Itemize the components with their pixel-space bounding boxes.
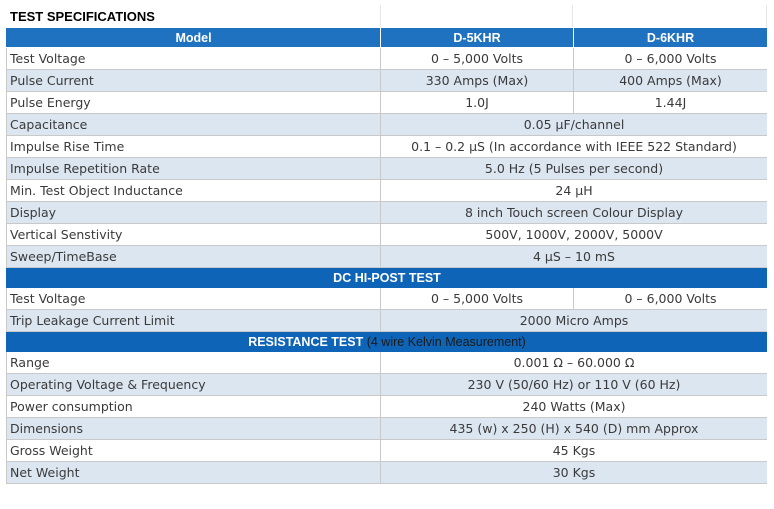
spec-label: Vertical Senstivity: [6, 223, 381, 246]
gridline: [380, 5, 381, 27]
title-row-gridlines: [0, 5, 774, 27]
table-row: Sweep/TimeBase 4 μS – 10 mS: [6, 245, 768, 268]
table-row: Net Weight 30 Kgs: [6, 461, 768, 484]
spec-label: Test Voltage: [6, 287, 381, 310]
spec-label: Pulse Current: [6, 69, 381, 92]
section-title: DC HI-POST TEST: [6, 267, 768, 288]
spec-value-d5khr: 0 – 5,000 Volts: [380, 287, 574, 310]
spec-value: 4 μS – 10 mS: [380, 245, 768, 268]
table-row: Range 0.001 Ω – 60.000 Ω: [6, 351, 768, 374]
table-row: Impulse Repetition Rate 5.0 Hz (5 Pulses…: [6, 157, 768, 180]
spec-value: 8 inch Touch screen Colour Display: [380, 201, 768, 224]
spec-value: 230 V (50/60 Hz) or 110 V (60 Hz): [380, 373, 768, 396]
spec-value: 240 Watts (Max): [380, 395, 768, 418]
spec-label: Pulse Energy: [6, 91, 381, 114]
gridline: [572, 5, 573, 27]
table-row: Gross Weight 45 Kgs: [6, 439, 768, 462]
model-header: Model: [6, 27, 381, 48]
spec-value: 435 (w) x 250 (H) x 540 (D) mm Approx: [380, 417, 768, 440]
table-row: Pulse Energy 1.0J 1.44J: [6, 91, 768, 114]
table-row: Display 8 inch Touch screen Colour Displ…: [6, 201, 768, 224]
table-row: Capacitance 0.05 μF/channel: [6, 113, 768, 136]
spec-label: Sweep/TimeBase: [6, 245, 381, 268]
spec-label: Trip Leakage Current Limit: [6, 309, 381, 332]
spec-value: 0.05 μF/channel: [380, 113, 768, 136]
spec-label: Test Voltage: [6, 47, 381, 70]
section-header-dc-hipot: DC HI-POST TEST: [6, 267, 768, 288]
spec-value: 30 Kgs: [380, 461, 768, 484]
table-row: Operating Voltage & Frequency 230 V (50/…: [6, 373, 768, 396]
spec-value: 5.0 Hz (5 Pulses per second): [380, 157, 768, 180]
table-row: Dimensions 435 (w) x 250 (H) x 540 (D) m…: [6, 417, 768, 440]
spec-value-d6khr: 0 – 6,000 Volts: [573, 47, 768, 70]
section-note: (4 wire Kelvin Measurement): [363, 334, 526, 349]
gridline: [766, 5, 767, 27]
table-row: Test Voltage 0 – 5,000 Volts 0 – 6,000 V…: [6, 47, 768, 70]
spec-value-d6khr: 400 Amps (Max): [573, 69, 768, 92]
spec-label: Net Weight: [6, 461, 381, 484]
spec-value: 2000 Micro Amps: [380, 309, 768, 332]
table-row: Trip Leakage Current Limit 2000 Micro Am…: [6, 309, 768, 332]
spec-label: Min. Test Object Inductance: [6, 179, 381, 202]
spec-value: 24 μH: [380, 179, 768, 202]
spec-label: Display: [6, 201, 381, 224]
spec-value-d5khr: 0 – 5,000 Volts: [380, 47, 574, 70]
spec-value: 0.1 – 0.2 μS (In accordance with IEEE 52…: [380, 135, 768, 158]
spec-label: Impulse Rise Time: [6, 135, 381, 158]
spec-label: Impulse Repetition Rate: [6, 157, 381, 180]
table-row: Vertical Senstivity 500V, 1000V, 2000V, …: [6, 223, 768, 246]
spec-value-d6khr: 0 – 6,000 Volts: [573, 287, 768, 310]
spec-label: Operating Voltage & Frequency: [6, 373, 381, 396]
spec-value-d5khr: 1.0J: [380, 91, 574, 114]
section-title: RESISTANCE TEST: [248, 334, 364, 349]
table-row: Test Voltage 0 – 5,000 Volts 0 – 6,000 V…: [6, 287, 768, 310]
spec-label: Dimensions: [6, 417, 381, 440]
page-title: TEST SPECIFICATIONS: [10, 9, 155, 24]
right-margin: [767, 27, 774, 509]
spec-label: Gross Weight: [6, 439, 381, 462]
section-title-cell: RESISTANCE TEST (4 wire Kelvin Measureme…: [6, 331, 768, 352]
model-d5khr-header: D-5KHR: [380, 27, 574, 48]
spec-value: 0.001 Ω – 60.000 Ω: [380, 351, 768, 374]
spec-value: 500V, 1000V, 2000V, 5000V: [380, 223, 768, 246]
spec-label: Range: [6, 351, 381, 374]
spec-value-d5khr: 330 Amps (Max): [380, 69, 574, 92]
table-row: Min. Test Object Inductance 24 μH: [6, 179, 768, 202]
model-d6khr-header: D-6KHR: [573, 27, 768, 48]
table-row: Pulse Current 330 Amps (Max) 400 Amps (M…: [6, 69, 768, 92]
spec-label: Power consumption: [6, 395, 381, 418]
spec-table: Model D-5KHR D-6KHR Test Voltage 0 – 5,0…: [6, 27, 768, 484]
table-header-row: Model D-5KHR D-6KHR: [6, 27, 768, 48]
section-header-resistance: RESISTANCE TEST (4 wire Kelvin Measureme…: [6, 331, 768, 352]
spec-value: 45 Kgs: [380, 439, 768, 462]
spec-label: Capacitance: [6, 113, 381, 136]
table-row: Impulse Rise Time 0.1 – 0.2 μS (In accor…: [6, 135, 768, 158]
table-row: Power consumption 240 Watts (Max): [6, 395, 768, 418]
spec-value-d6khr: 1.44J: [573, 91, 768, 114]
